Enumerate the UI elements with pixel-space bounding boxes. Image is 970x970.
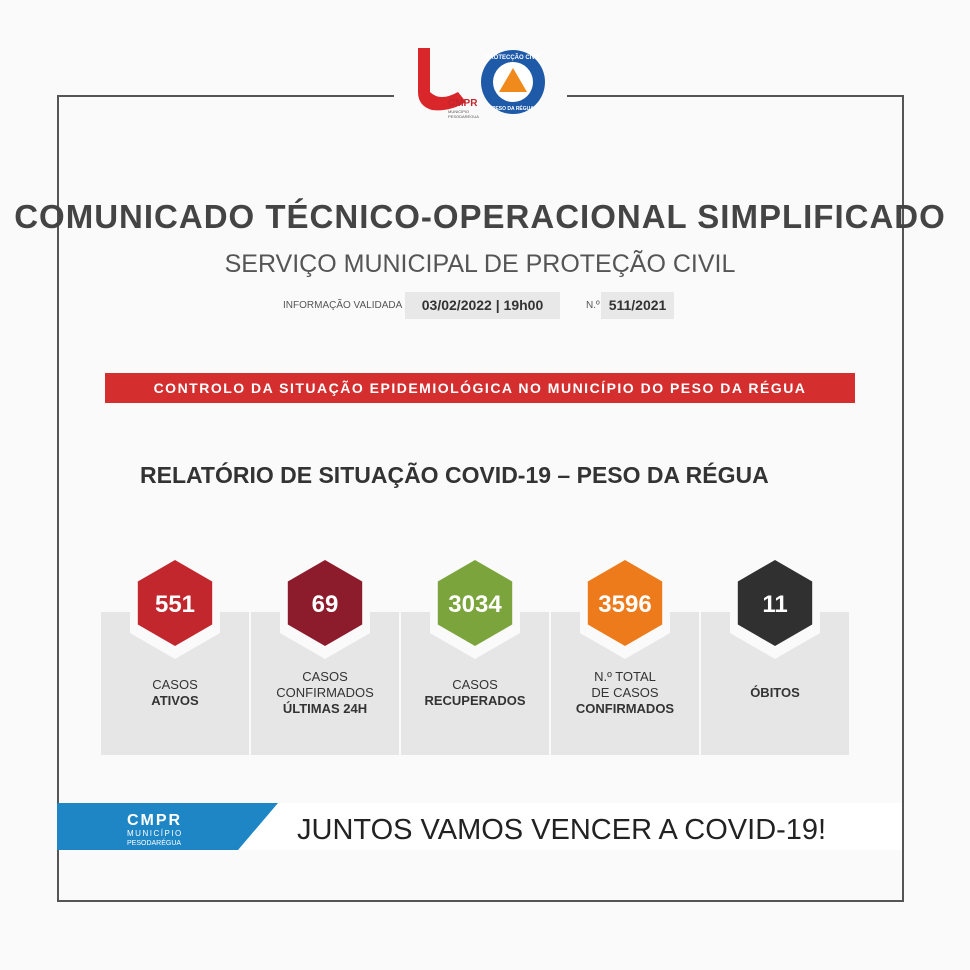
- stat-value: 69: [312, 591, 339, 618]
- stat-value: 3034: [448, 591, 502, 618]
- municipality-logo: [418, 48, 466, 111]
- logo-triangle: [499, 68, 527, 92]
- validated-value: 03/02/2022 | 19h00: [405, 292, 560, 319]
- frame-line: [567, 95, 904, 97]
- validated-label: INFORMAÇÃO VALIDADA EM: [283, 300, 420, 311]
- number-label: N.º: [586, 300, 600, 311]
- footer: CMPR MUNICÍPIO PESODARÉGUA JUNTOS VAMOS …: [57, 803, 902, 850]
- stat-label: CASOS: [302, 669, 348, 684]
- stat-hexagon: [587, 560, 663, 646]
- stat-label: DE CASOS: [591, 685, 659, 700]
- stat-hexagon: [437, 560, 513, 646]
- stat-value: 11: [762, 591, 787, 618]
- footer-logo-mark: CMPR: [127, 812, 182, 829]
- banner: CONTROLO DA SITUAÇÃO EPIDEMIOLÓGICA NO M…: [105, 373, 855, 403]
- frame-line: [57, 900, 904, 902]
- stat-label: RECUPERADOS: [424, 693, 525, 708]
- frame-line: [57, 95, 59, 902]
- stat-hexagon: [137, 560, 213, 646]
- title: COMUNICADO TÉCNICO-OPERACIONAL SIMPLIFIC…: [14, 198, 946, 235]
- frame-line: [57, 95, 394, 97]
- stat-label: CASOS: [452, 677, 498, 692]
- footer-logo-text: MUNICÍPIO: [127, 829, 183, 838]
- frame-line: [902, 95, 904, 902]
- stat-value: 551: [155, 591, 195, 618]
- stat-label: ATIVOS: [151, 693, 199, 708]
- stat-label: ÚLTIMAS 24H: [283, 701, 367, 716]
- logos: CMPR MUNICÍPIO PESODARÉGUA PROTECÇÃO CIV…: [418, 48, 545, 119]
- footer-logo-text: PESODARÉGUA: [127, 838, 181, 847]
- stat-label: CASOS: [152, 677, 198, 692]
- subtitle: SERVIÇO MUNICIPAL DE PROTEÇÃO CIVIL: [224, 250, 736, 278]
- number-value: 511/2021: [601, 292, 674, 319]
- stat-label: N.º TOTAL: [594, 669, 656, 684]
- logo-text: MUNICÍPIO: [448, 109, 469, 114]
- logo-text: PESODARÉGUA: [448, 114, 479, 119]
- stats: 551CASOSATIVOS69CASOSCONFIRMADOSÚLTIMAS …: [101, 555, 849, 755]
- stat-hexagon: [287, 560, 363, 646]
- logo-text: PESO DA RÉGUA: [492, 104, 534, 112]
- footer-logo-bg: [57, 803, 278, 850]
- stat-value: 3596: [598, 591, 651, 618]
- stat-hexagon: [737, 560, 813, 646]
- stat-label: CONFIRMADOS: [276, 685, 374, 700]
- stat-label: ÓBITOS: [750, 685, 800, 700]
- logo-mark: CMPR: [448, 98, 478, 109]
- stat-label: CONFIRMADOS: [576, 701, 675, 716]
- report-title: RELATÓRIO DE SITUAÇÃO COVID-19 – PESO DA…: [140, 462, 769, 488]
- logo-text: PROTECÇÃO CIVIL: [485, 54, 541, 61]
- slogan: JUNTOS VAMOS VENCER A COVID-19!: [297, 814, 826, 846]
